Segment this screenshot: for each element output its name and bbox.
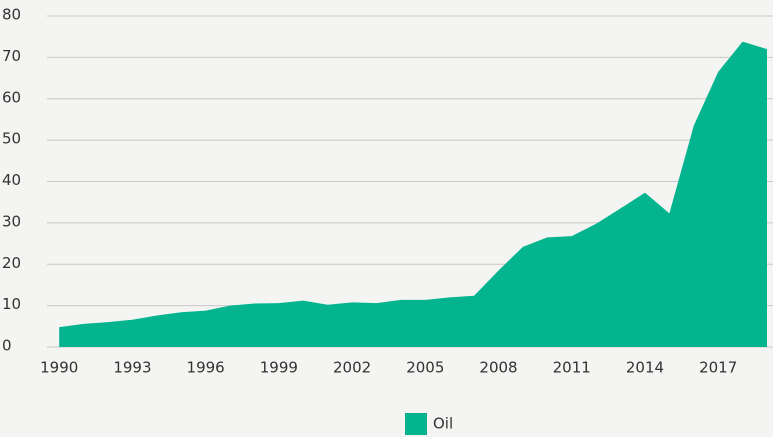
x-tick-label: 2005 [406,359,444,377]
y-tick-label: 40 [2,171,21,189]
x-tick-label: 2014 [626,359,664,377]
x-tick-label: 1990 [40,359,78,377]
y-tick-label: 10 [2,295,21,313]
y-tick-label: 50 [2,130,21,148]
legend-label: Oil [433,415,453,433]
x-tick-label: 2008 [479,359,517,377]
y-tick-label: 0 [2,337,12,355]
legend-swatch [405,413,427,435]
area [59,41,768,348]
x-tick-label: 2011 [553,359,591,377]
y-tick-label: 70 [2,47,21,65]
y-tick-label: 80 [2,6,21,24]
x-tick-label: 1999 [260,359,298,377]
x-tick-label: 2017 [699,359,737,377]
x-tick-label: 1996 [187,359,225,377]
x-tick-label: 2002 [333,359,371,377]
y-tick-label: 20 [2,254,21,272]
y-tick-label: 60 [2,88,21,106]
y-tick-label: 30 [2,212,21,230]
x-tick-label: 1993 [113,359,151,377]
